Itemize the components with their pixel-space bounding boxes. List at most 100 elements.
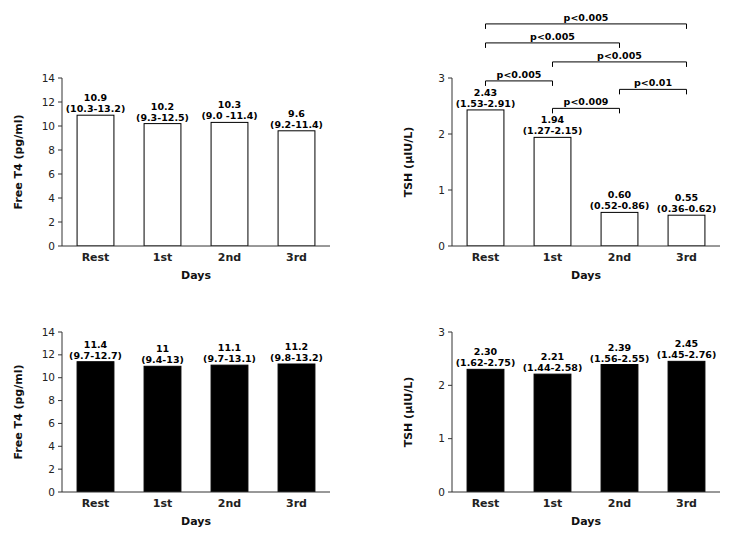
y-tick-label: 10 <box>42 371 55 383</box>
significance-label: p<0.005 <box>597 50 642 61</box>
data-label: 9.6(9.2-11.4) <box>270 108 323 130</box>
data-label-line: 10.3 <box>218 99 241 110</box>
data-label: 10.2(9.3-12.5) <box>136 101 189 123</box>
significance-label: p<0.005 <box>497 69 542 80</box>
data-label-line: 10.9 <box>84 92 107 103</box>
bar <box>144 366 181 492</box>
y-axis-title: TSH (μIU/L) <box>402 127 415 198</box>
x-tick-label: Rest <box>82 251 110 264</box>
x-tick-label: 3rd <box>286 497 307 510</box>
y-tick-label: 8 <box>48 394 55 406</box>
x-tick-label: 2nd <box>218 251 241 264</box>
y-axis-line <box>452 78 453 246</box>
y-tick <box>58 446 62 447</box>
y-tick <box>58 126 62 127</box>
data-label: 0.60(0.52-0.86) <box>590 189 650 211</box>
x-axis-title: Days <box>181 515 211 528</box>
x-tick-label: 2nd <box>608 497 631 510</box>
bar <box>211 365 248 492</box>
y-tick <box>58 332 62 333</box>
significance-label: p<0.01 <box>634 77 672 88</box>
significance-label: p<0.005 <box>530 31 575 42</box>
x-tick-label: Rest <box>82 497 110 510</box>
data-label-line: (0.52-0.86) <box>590 200 650 211</box>
data-label-line: 11.4 <box>84 339 108 350</box>
data-label-line: (1.27-2.15) <box>523 125 583 136</box>
y-tick-label: 0 <box>48 240 55 252</box>
data-label: 11.2(9.8-13.2) <box>270 341 323 363</box>
data-label-line: (1.53-2.91) <box>456 98 516 109</box>
data-label-line: (9.4-13) <box>141 354 184 365</box>
significance-label: p<0.005 <box>564 12 609 23</box>
data-label: 10.3(9.0 -11.4) <box>201 99 257 121</box>
y-tick <box>58 354 62 355</box>
data-label-line: 2.43 <box>474 87 497 98</box>
y-tick <box>448 134 452 135</box>
data-label-line: 1.94 <box>541 114 565 125</box>
y-tick <box>448 190 452 191</box>
y-tick-label: 14 <box>42 326 56 338</box>
y-tick <box>58 492 62 493</box>
data-label-line: 10.2 <box>151 101 174 112</box>
significance-bracket <box>486 81 553 86</box>
panel: 0123Rest1st2nd3rdDaysTSH (μIU/L)2.30(1.6… <box>402 326 720 529</box>
data-label-line: (0.36-0.62) <box>657 203 717 214</box>
y-tick <box>58 222 62 223</box>
x-tick-label: Rest <box>472 497 500 510</box>
x-tick-label: 1st <box>153 497 172 510</box>
data-label: 2.45(1.45-2.76) <box>657 338 717 360</box>
significance-bracket <box>553 108 620 113</box>
data-label-line: (9.0 -11.4) <box>201 110 257 121</box>
data-label-line: 2.39 <box>608 342 631 353</box>
data-label-line: (9.3-12.5) <box>136 112 189 123</box>
significance-bracket <box>620 89 687 94</box>
y-tick-label: 2 <box>438 128 445 140</box>
bar <box>77 362 114 492</box>
data-label-line: 2.21 <box>541 351 564 362</box>
y-tick-label: 4 <box>48 192 55 204</box>
y-tick-label: 0 <box>438 240 445 252</box>
data-label-line: (9.2-11.4) <box>270 119 323 130</box>
y-tick <box>58 469 62 470</box>
y-tick <box>58 246 62 247</box>
data-label-line: 9.6 <box>288 108 305 119</box>
data-label: 10.9(10.3-13.2) <box>66 92 126 114</box>
data-label-line: 2.30 <box>474 346 498 357</box>
y-tick-label: 10 <box>42 120 55 132</box>
data-label: 1.94(1.27-2.15) <box>523 114 583 136</box>
data-label: 2.39(1.56-2.55) <box>590 342 650 364</box>
bars <box>77 362 315 492</box>
x-axis-line <box>62 492 330 493</box>
data-label-line: 0.55 <box>675 192 698 203</box>
y-tick-label: 8 <box>48 144 55 156</box>
data-label-line: (9.8-13.2) <box>270 352 323 363</box>
x-tick-label: 1st <box>543 497 562 510</box>
y-tick <box>58 423 62 424</box>
bars <box>467 361 705 492</box>
bar <box>601 365 638 492</box>
bar <box>668 215 705 246</box>
x-tick-label: 3rd <box>676 497 697 510</box>
x-tick-label: 3rd <box>676 251 697 264</box>
y-tick-label: 1 <box>438 184 445 196</box>
data-label-line: 11.2 <box>285 341 308 352</box>
bars <box>77 115 315 246</box>
y-tick-label: 2 <box>48 216 55 228</box>
significance-bracket <box>486 43 620 48</box>
data-label-line: (9.7-12.7) <box>69 350 122 361</box>
y-axis-title: Free T4 (pg/ml) <box>12 114 25 209</box>
data-label-line: (1.62-2.75) <box>456 357 516 368</box>
data-label-line: 2.45 <box>675 338 698 349</box>
y-tick <box>58 78 62 79</box>
data-label: 11(9.4-13) <box>141 343 184 365</box>
y-tick <box>448 246 452 247</box>
bar <box>467 369 504 492</box>
y-tick-label: 14 <box>42 72 56 84</box>
data-label-line: (1.45-2.76) <box>657 349 717 360</box>
y-tick-label: 12 <box>42 96 55 108</box>
bar <box>467 110 504 246</box>
y-axis-line <box>62 332 63 492</box>
y-tick-label: 6 <box>48 168 55 180</box>
significance-label: p<0.009 <box>564 96 609 107</box>
figure: 02468101214Rest1st2nd3rdDaysFree T4 (pg/… <box>0 0 750 559</box>
